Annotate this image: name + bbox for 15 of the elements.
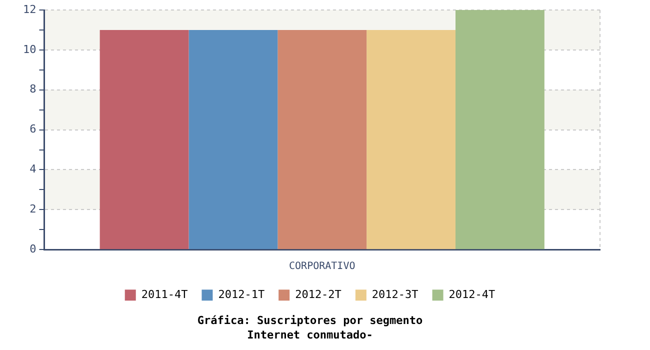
legend-label: 2012-1T: [218, 288, 265, 301]
text: Gráfica: Suscriptores por segmento: [197, 314, 423, 328]
y-tick-label: 0: [30, 242, 36, 256]
legend-label: 2012-3T: [372, 288, 419, 301]
y-tick-label: 2: [30, 202, 36, 216]
legend-label: 2011-4T: [141, 288, 188, 301]
y-tick-label: 10: [22, 42, 36, 56]
legend-label: 2012-4T: [448, 288, 496, 301]
y-tick-label: 8: [30, 82, 36, 96]
text: Internet conmutado-: [247, 328, 373, 342]
y-tick-label: 4: [30, 162, 37, 176]
x-tick-label: CORPORATIVO: [289, 261, 356, 272]
y-tick-label: 12: [22, 2, 36, 16]
y-tick-label: 6: [30, 122, 36, 136]
legend-label: 2012-2T: [295, 288, 342, 301]
